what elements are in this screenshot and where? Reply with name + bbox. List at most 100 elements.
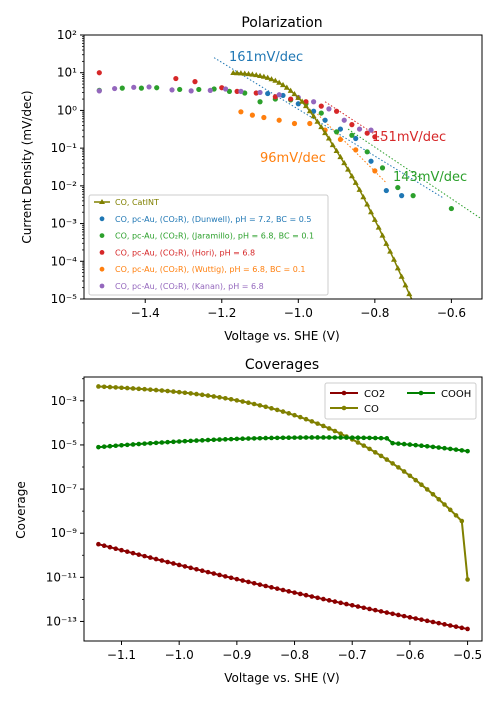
data-point <box>292 412 297 418</box>
data-point <box>246 436 251 441</box>
legend-label: CO, pc-Au, (CO₂R), (Wuttig), pH = 6.8, B… <box>115 265 306 274</box>
data-point <box>171 389 176 394</box>
data-point <box>384 610 390 615</box>
data-point <box>341 117 347 123</box>
data-point <box>269 585 274 590</box>
data-point <box>113 385 119 390</box>
data-point <box>332 428 338 434</box>
legend-label: COOH <box>441 389 471 400</box>
legend-marker <box>341 390 347 396</box>
y-tick-label: 10⁻³ <box>51 217 78 231</box>
data-point <box>263 583 268 589</box>
data-point <box>378 453 384 459</box>
data-point <box>269 435 274 441</box>
data-point <box>436 445 442 450</box>
polarization-chart: Polarization −1.4 −1.2 −1.0 −0.8 −0.6 10⁻⁵ 10⁻… <box>20 15 483 351</box>
data-point <box>138 85 145 91</box>
data-point <box>395 184 401 191</box>
model-marker <box>257 72 264 78</box>
y-tick-label: 10⁻⁴ <box>51 254 78 268</box>
data-point <box>298 414 303 420</box>
data-point <box>188 391 194 396</box>
legend-label: CO, pc-Au, (CO₂R), (Hori), pH = 6.8 <box>115 248 255 257</box>
data-point <box>240 399 245 404</box>
data-point <box>226 88 233 94</box>
x-tick-label: −0.8 <box>360 306 389 320</box>
data-point <box>192 79 198 85</box>
data-point <box>413 477 418 483</box>
chart-title: Coverages <box>245 357 319 373</box>
model-marker <box>230 69 237 76</box>
data-point <box>364 130 370 136</box>
model-marker <box>371 216 378 222</box>
data-point <box>173 75 179 82</box>
data-point <box>465 448 470 454</box>
data-point <box>349 132 355 138</box>
data-point <box>199 392 205 398</box>
data-point <box>355 604 361 609</box>
data-point <box>223 437 228 442</box>
model-marker <box>433 346 439 351</box>
legend-marker <box>99 233 105 239</box>
data-point <box>401 469 407 474</box>
data-point <box>288 96 294 102</box>
data-point <box>274 407 280 413</box>
y-tick-label: 10⁻⁵ <box>51 438 78 452</box>
data-point <box>309 594 315 599</box>
legend-marker <box>99 250 105 255</box>
legend-label: CO2 <box>364 389 385 400</box>
plot-frame <box>83 376 483 642</box>
data-point <box>419 443 424 449</box>
data-point <box>222 86 229 92</box>
data-point <box>318 103 324 109</box>
y-tick-label: 10⁻¹ <box>51 141 78 155</box>
data-point <box>384 436 390 441</box>
data-point <box>430 491 436 497</box>
data-point <box>447 507 453 513</box>
data-point <box>378 435 384 441</box>
data-point <box>107 384 113 390</box>
model-marker <box>249 71 256 77</box>
x-tick-label: −1.2 <box>207 306 236 320</box>
data-point <box>136 441 142 447</box>
x-tick-label: −1.4 <box>131 306 160 320</box>
model-marker <box>306 108 313 114</box>
data-point <box>217 437 222 442</box>
data-point <box>315 435 320 440</box>
data-point <box>436 497 442 502</box>
data-point <box>142 441 147 446</box>
model-marker <box>295 94 302 100</box>
data-point <box>176 389 182 395</box>
legend-marker <box>99 199 105 204</box>
legend-marker <box>418 390 424 396</box>
data-point <box>379 165 386 171</box>
data-point <box>344 601 349 607</box>
x-axis-label: Voltage vs. SHE (V) <box>224 671 339 685</box>
data-point <box>372 134 378 140</box>
series-line-co2 <box>98 543 468 630</box>
data-point <box>396 612 401 618</box>
data-point <box>410 193 416 199</box>
data-point <box>280 409 286 414</box>
tafel-fit-line <box>324 101 383 140</box>
model-marker <box>302 102 309 109</box>
legend-marker <box>341 405 347 411</box>
data-point <box>430 619 436 625</box>
data-point <box>368 127 374 133</box>
data-point <box>246 400 251 406</box>
data-point <box>142 386 147 392</box>
data-point <box>165 559 170 565</box>
plot-frame <box>83 34 483 300</box>
y-tick-label: 10¹ <box>57 66 77 80</box>
model-marker <box>299 98 306 104</box>
data-point <box>298 435 303 440</box>
data-point <box>286 411 292 416</box>
data-point <box>159 558 165 563</box>
model-marker <box>280 81 286 88</box>
data-point <box>171 561 176 566</box>
data-point <box>223 395 228 401</box>
data-point <box>372 607 378 613</box>
data-point <box>194 438 199 443</box>
data-point <box>177 86 183 93</box>
data-point <box>142 553 147 559</box>
